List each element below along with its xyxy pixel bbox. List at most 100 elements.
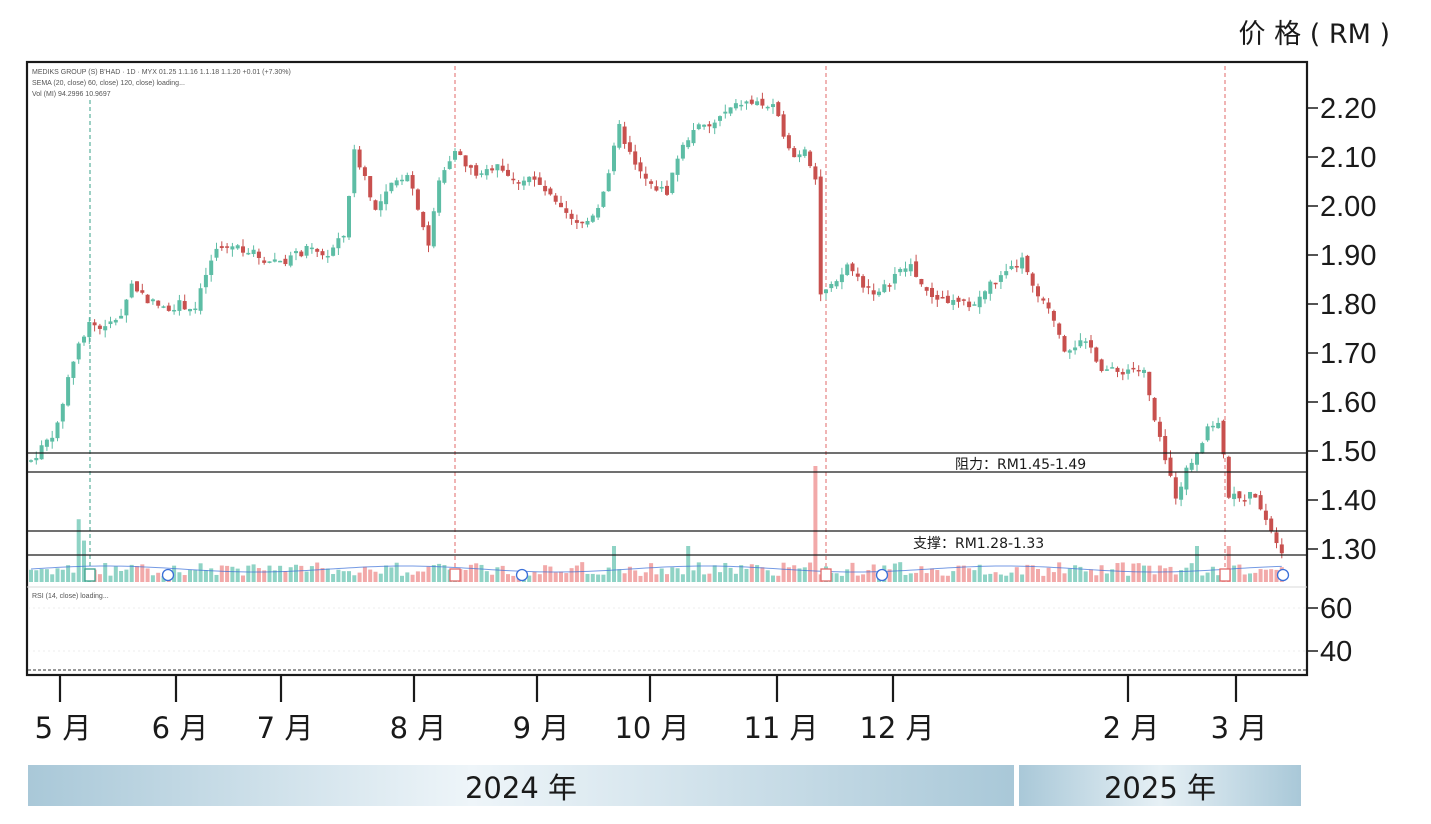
candle-body	[458, 151, 463, 156]
candle-body	[760, 98, 765, 106]
volume-bar	[357, 572, 362, 582]
volume-bar	[983, 574, 987, 582]
candle-body	[691, 130, 696, 144]
volume-bar	[924, 573, 929, 582]
candle-body	[97, 325, 102, 329]
candle-body	[1041, 298, 1046, 301]
price-unit-label: 价 格 ( RM )	[1239, 19, 1390, 50]
candle-body	[283, 258, 288, 265]
price-tick-label: 2.00	[1320, 191, 1376, 223]
candle-body	[961, 299, 966, 301]
volume-bar	[214, 574, 219, 582]
candle-body	[1009, 266, 1014, 270]
volume-bar	[898, 562, 903, 582]
candle-body	[421, 211, 426, 228]
year-band-2025	[1019, 765, 1301, 806]
year-band-2024	[28, 765, 1014, 806]
candle-body	[914, 261, 919, 277]
candle-body	[389, 182, 394, 192]
rsi-tick-label: 40	[1320, 636, 1352, 668]
candle-body	[680, 144, 685, 159]
volume-bar	[235, 568, 240, 582]
dividend-marker[interactable]	[1276, 568, 1290, 582]
volume-bar	[1004, 575, 1009, 582]
volume-bar	[638, 575, 643, 582]
volume-bar	[755, 565, 760, 582]
candle-body	[601, 191, 606, 207]
dividend-marker[interactable]	[515, 568, 529, 582]
earnings-marker[interactable]	[1219, 568, 1231, 582]
volume-bar	[283, 571, 288, 582]
candle-body	[336, 238, 341, 249]
candle-body	[1094, 347, 1099, 362]
volume-bar	[580, 562, 585, 582]
candle-body	[1126, 369, 1131, 374]
volume-bar	[262, 570, 267, 582]
candle-body	[765, 106, 770, 109]
candle-body	[771, 104, 775, 108]
candle-body	[675, 158, 680, 175]
candle-body	[511, 178, 516, 181]
candle-body	[124, 299, 129, 316]
candle-body	[659, 186, 664, 189]
candle-body	[532, 176, 537, 180]
candle-body	[802, 149, 807, 156]
volume-bar	[431, 565, 436, 582]
volume-bar	[1051, 572, 1056, 582]
dividend-marker[interactable]	[875, 568, 889, 582]
volume-bar	[951, 571, 956, 582]
candle-body	[988, 281, 993, 294]
earnings-marker[interactable]	[84, 568, 96, 582]
volume-bar	[670, 567, 675, 582]
volume-bar	[71, 572, 76, 582]
candle-body	[320, 251, 325, 256]
volume-bar	[914, 572, 919, 582]
price-tick-label: 2.20	[1320, 93, 1376, 125]
candle-body	[1157, 421, 1162, 437]
candle-body	[119, 315, 124, 319]
candle-body	[792, 148, 797, 158]
volume-bar	[209, 568, 214, 582]
candle-body	[1020, 257, 1025, 269]
volume-bar	[1036, 568, 1040, 582]
candle-body	[384, 191, 389, 205]
volume-bar	[299, 565, 304, 582]
volume-bar	[718, 572, 722, 582]
month-tick-label: 8 月	[390, 711, 447, 745]
volume-bar	[97, 574, 102, 582]
candle-body	[209, 260, 214, 275]
candle-body	[188, 308, 192, 312]
volume-bar	[585, 573, 590, 582]
candle-body	[1173, 477, 1178, 499]
candle-body	[707, 124, 712, 127]
earnings-marker[interactable]	[449, 568, 461, 582]
candle-body	[998, 275, 1003, 282]
candle-body	[1200, 443, 1205, 454]
volume-bar	[680, 574, 685, 582]
candle-body	[304, 246, 309, 256]
candle-body	[797, 154, 802, 158]
candle-body	[506, 169, 510, 176]
volume-bar	[103, 563, 108, 582]
volume-bar	[362, 566, 367, 582]
earnings-marker[interactable]	[820, 568, 832, 582]
price-tick-label: 2.10	[1320, 142, 1376, 174]
volume-bar	[474, 563, 479, 582]
candle-body	[347, 196, 351, 238]
candle-body	[34, 457, 39, 461]
candle-body	[553, 195, 558, 202]
candle-body	[331, 247, 336, 256]
volume-bar	[506, 574, 510, 582]
candle-body	[161, 306, 166, 308]
candle-body	[140, 290, 145, 293]
candlesticks	[29, 92, 1284, 559]
dividend-marker[interactable]	[161, 568, 175, 582]
volume-bar	[1030, 565, 1035, 582]
candle-body	[1004, 271, 1009, 276]
candle-body	[654, 186, 659, 191]
candle-body	[622, 126, 627, 144]
volume-bar	[1173, 574, 1178, 582]
volume-bar	[627, 566, 632, 582]
candle-body	[256, 251, 261, 259]
candle-body	[166, 305, 171, 311]
